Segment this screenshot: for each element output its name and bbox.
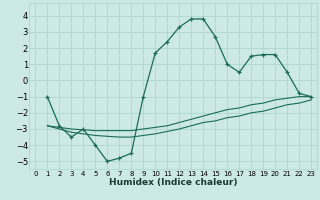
X-axis label: Humidex (Indice chaleur): Humidex (Indice chaleur) <box>109 178 237 187</box>
